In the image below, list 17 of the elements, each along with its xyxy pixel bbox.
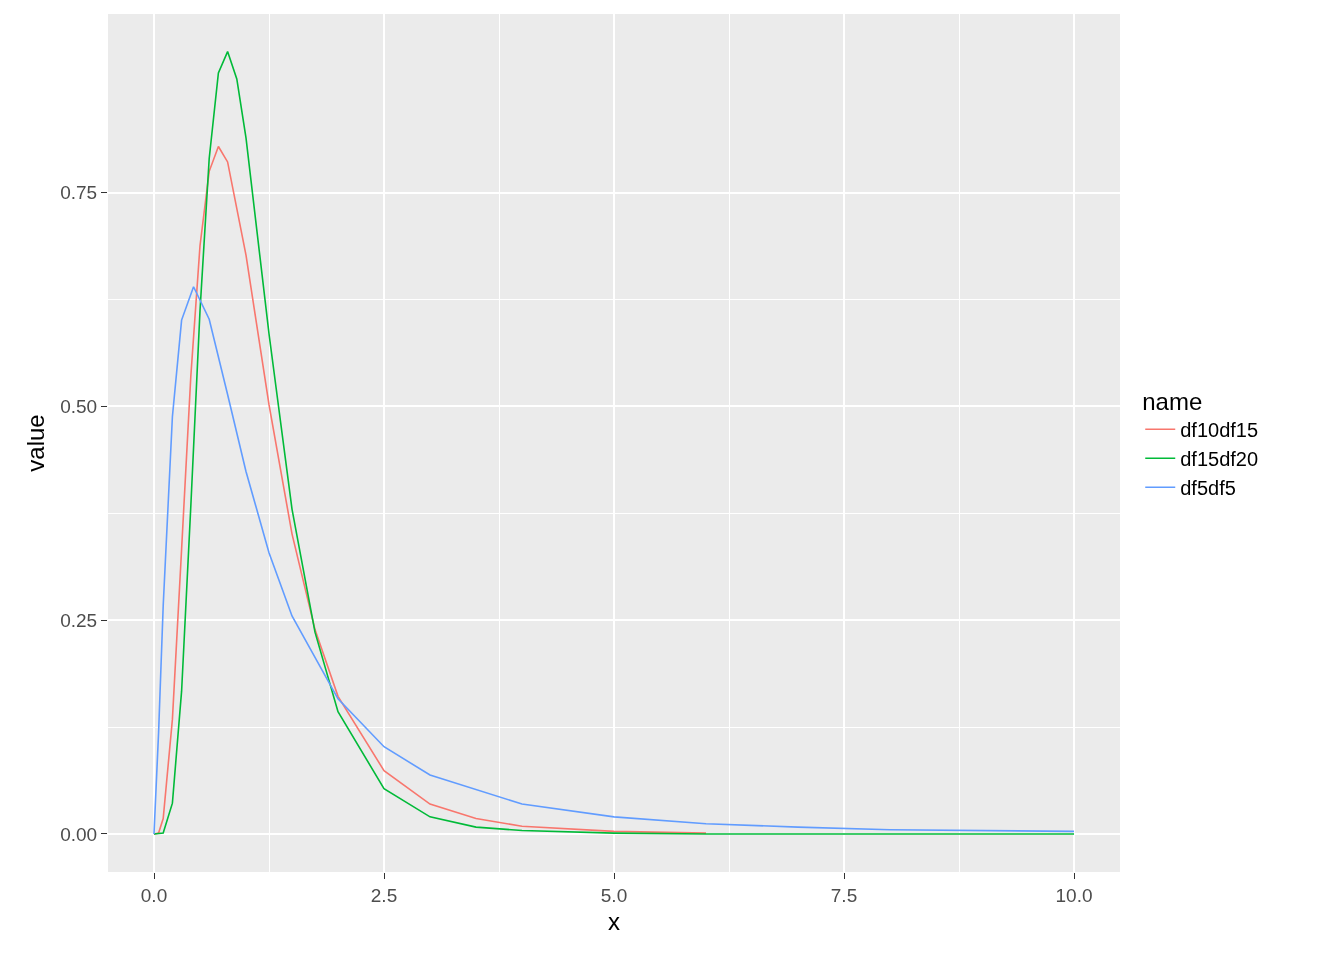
legend-label: df15df20: [1180, 448, 1259, 470]
y-axis-title: value: [22, 414, 50, 472]
x-tick-label: 5.0: [600, 884, 628, 906]
line-series: [153, 285, 1075, 835]
y-tick-label: 0.75: [60, 182, 98, 204]
x-tick-label: 10.0: [1055, 884, 1093, 906]
legend-label: df10df15: [1180, 419, 1259, 441]
legend-title: name: [1142, 387, 1203, 415]
legend-label: df5df5: [1180, 477, 1236, 499]
x-axis-title: x: [608, 908, 620, 936]
y-tick-label: 0.50: [60, 396, 98, 418]
y-tick-label: 0.00: [60, 823, 98, 845]
y-tick-label: 0.25: [60, 609, 98, 631]
x-tick-label: 0.0: [140, 884, 168, 906]
line-series: [153, 50, 1075, 835]
x-tick-label: 7.5: [830, 884, 858, 906]
x-tick-label: 2.5: [370, 884, 398, 906]
